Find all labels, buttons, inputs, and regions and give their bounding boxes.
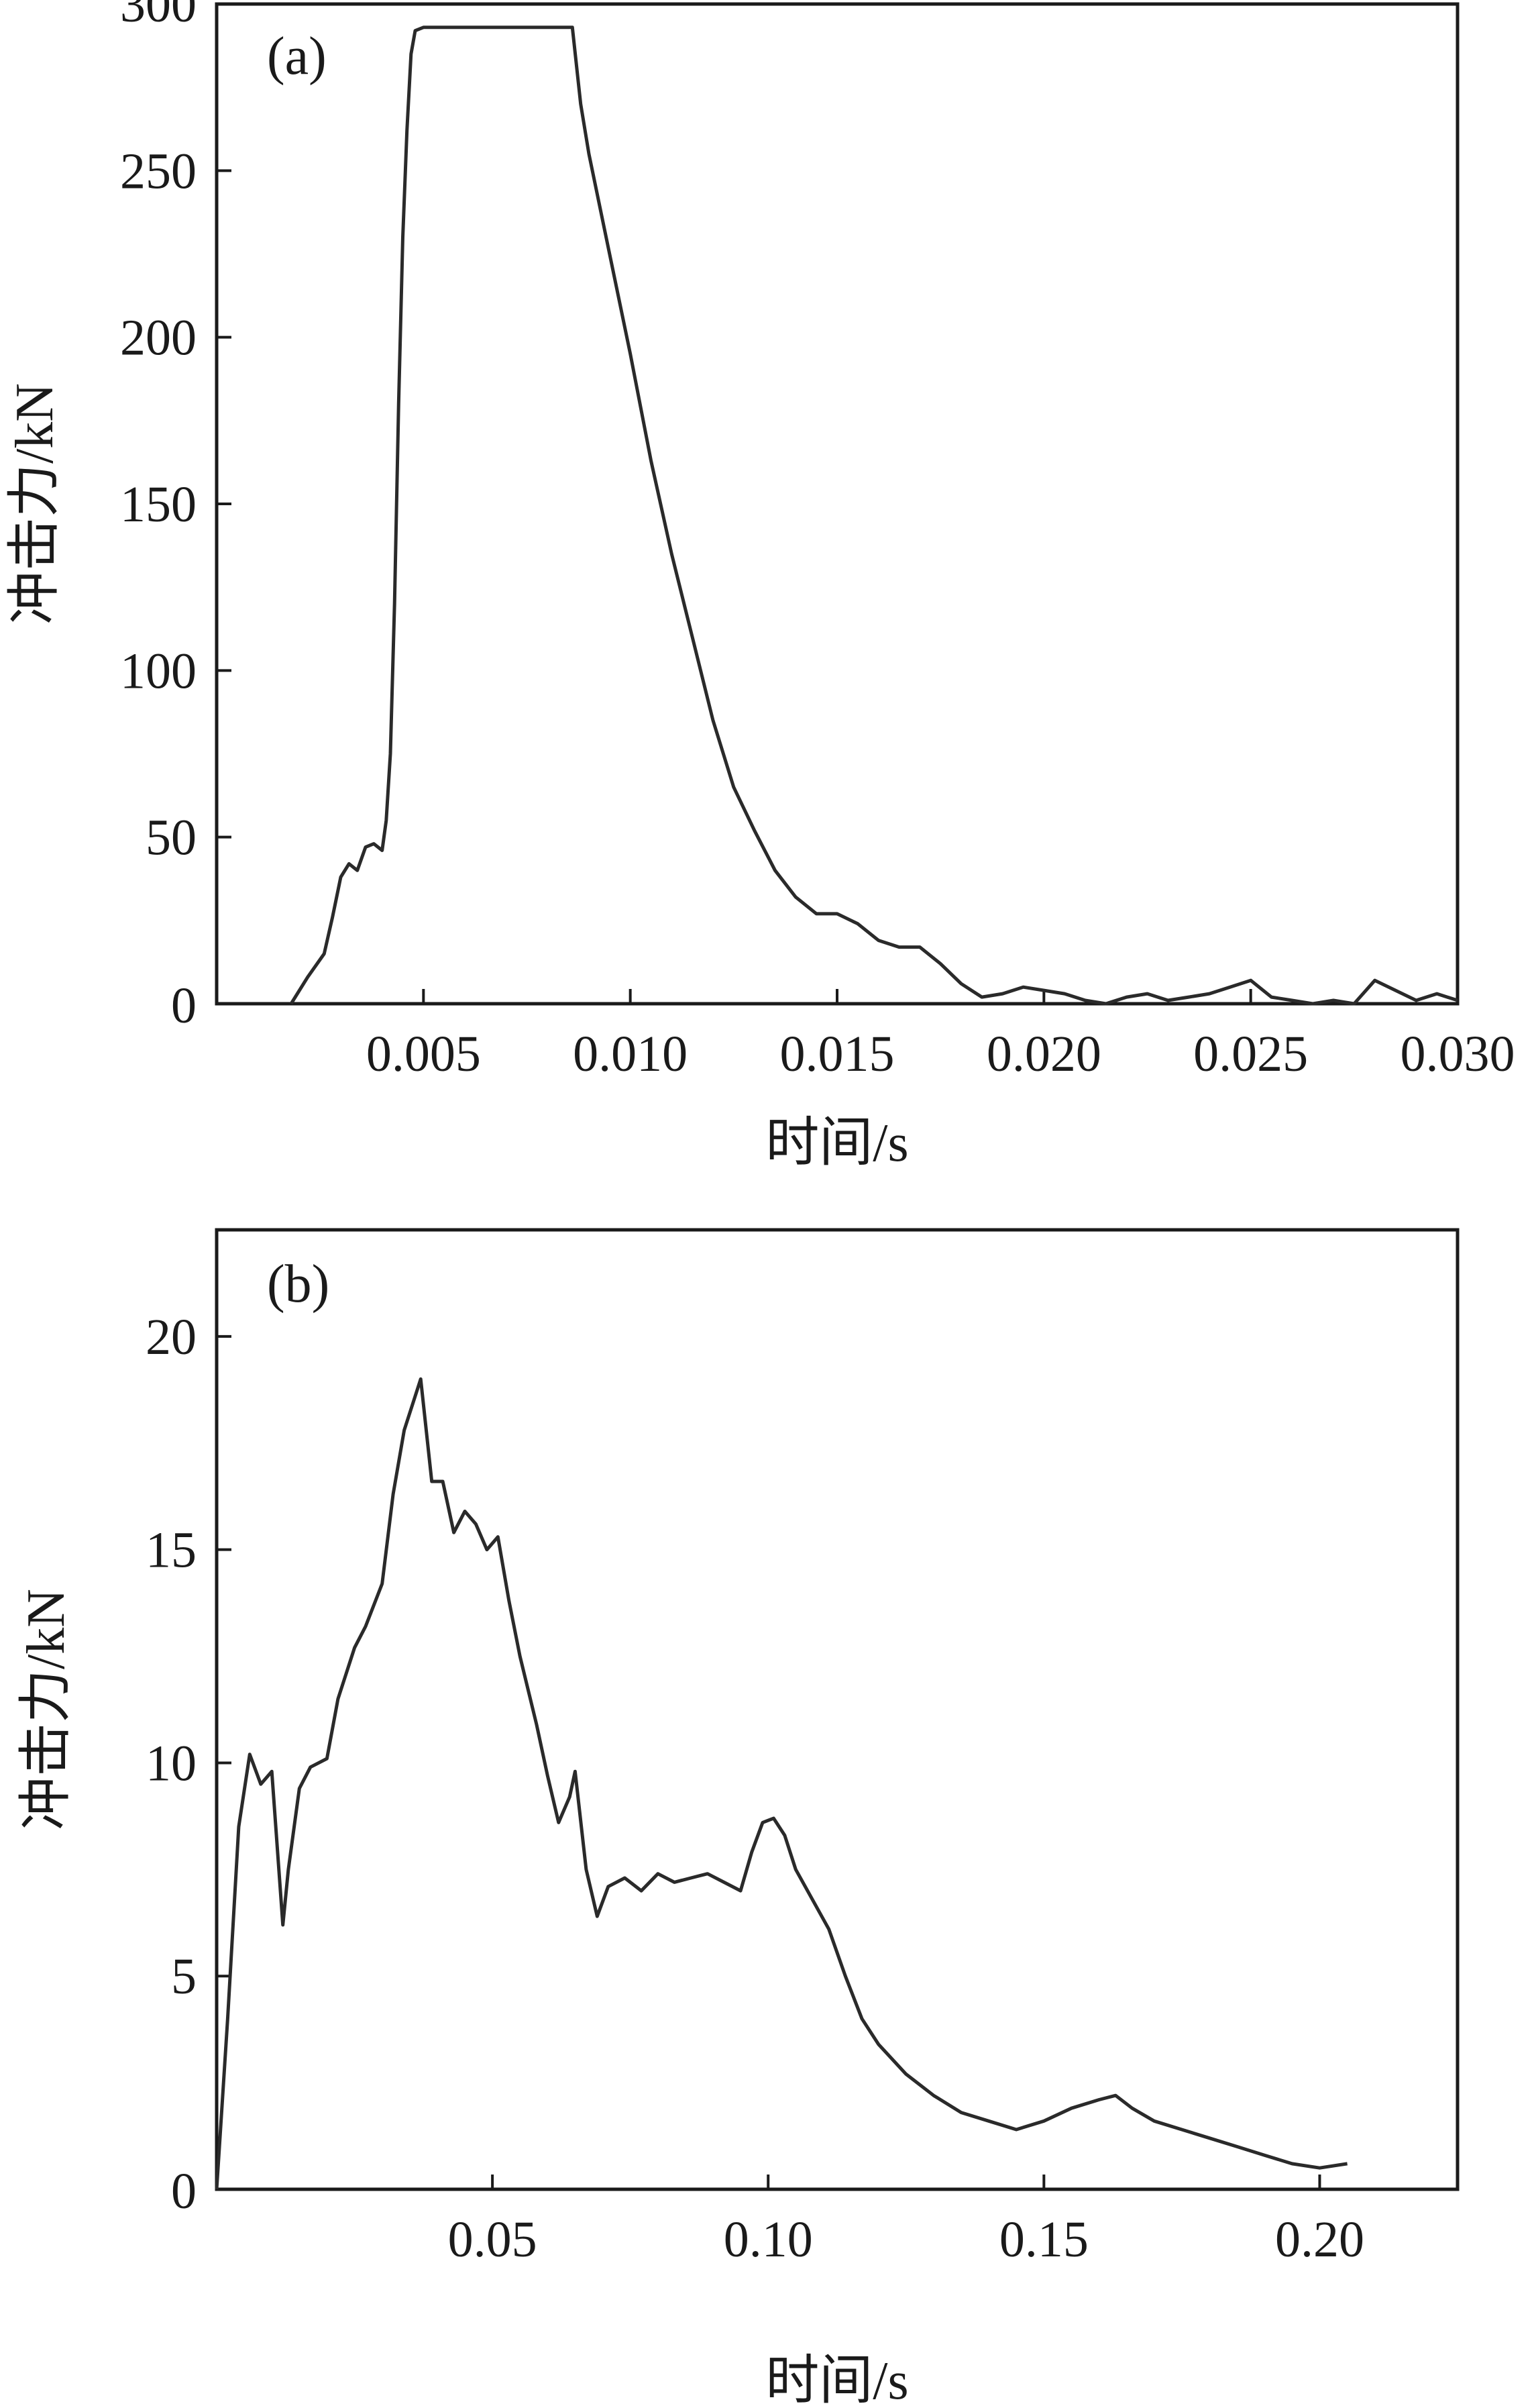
y-tick-label: 10 <box>146 1735 197 1791</box>
y-tick-label: 5 <box>171 1948 197 2005</box>
y-tick-label: 100 <box>120 643 197 699</box>
y-tick-label: 50 <box>146 810 197 866</box>
series-line-a <box>289 25 1458 1006</box>
x-tick-label: 0.15 <box>999 2211 1089 2268</box>
y-tick-label: 15 <box>146 1522 197 1579</box>
y-tick-label: 0 <box>171 2163 197 2219</box>
y-tick-label: 0 <box>171 978 197 1034</box>
x-tick-label: 0.020 <box>987 1026 1101 1082</box>
x-axis-title-b: 时间/s <box>765 2352 908 2408</box>
y-tick-label: 250 <box>120 143 197 199</box>
x-tick-label: 0.010 <box>573 1026 688 1082</box>
y-tick-label: 20 <box>146 1309 197 1365</box>
x-axis-a: 0.005 0.010 0.015 0.020 0.025 0.030 <box>366 989 1515 1082</box>
plot-frame-a <box>215 2 1460 1006</box>
chart-panel-a: (a) 0.005 0.010 0.015 0.020 0.025 0.030 0 50 10… <box>5 0 1515 1173</box>
series-line-b <box>215 1377 1348 2190</box>
y-tick-label: 300 <box>120 0 197 33</box>
y-axis-a: 0 50 100 150 200 250 300 <box>120 0 231 1034</box>
x-axis-b: 0.05 0.10 0.15 0.20 <box>448 2175 1364 2268</box>
x-tick-label: 0.015 <box>780 1026 895 1082</box>
y-axis-title-a: 冲击力/kN <box>5 383 64 625</box>
plot-frame-b <box>215 1228 1460 2191</box>
x-axis-title-a: 时间/s <box>765 1114 908 1173</box>
x-tick-label: 0.05 <box>448 2211 537 2268</box>
panel-label-a: (a) <box>267 27 327 86</box>
x-tick-label: 0.20 <box>1275 2211 1364 2268</box>
x-tick-label: 0.030 <box>1401 1026 1515 1082</box>
x-tick-label: 0.025 <box>1193 1026 1308 1082</box>
y-tick-label: 150 <box>120 476 197 533</box>
x-tick-label: 0.10 <box>724 2211 813 2268</box>
chart-panel-b: (b) 0.05 0.10 0.15 0.20 0 5 10 15 20 时间/s 冲击力/k… <box>17 1228 1460 2408</box>
x-tick-label: 0.005 <box>366 1026 481 1082</box>
y-axis-title-b: 冲击力/kN <box>17 1589 76 1830</box>
y-axis-b: 0 5 10 15 20 <box>146 1309 231 2219</box>
panel-label-b: (b) <box>267 1255 329 1314</box>
y-tick-label: 200 <box>120 310 197 366</box>
